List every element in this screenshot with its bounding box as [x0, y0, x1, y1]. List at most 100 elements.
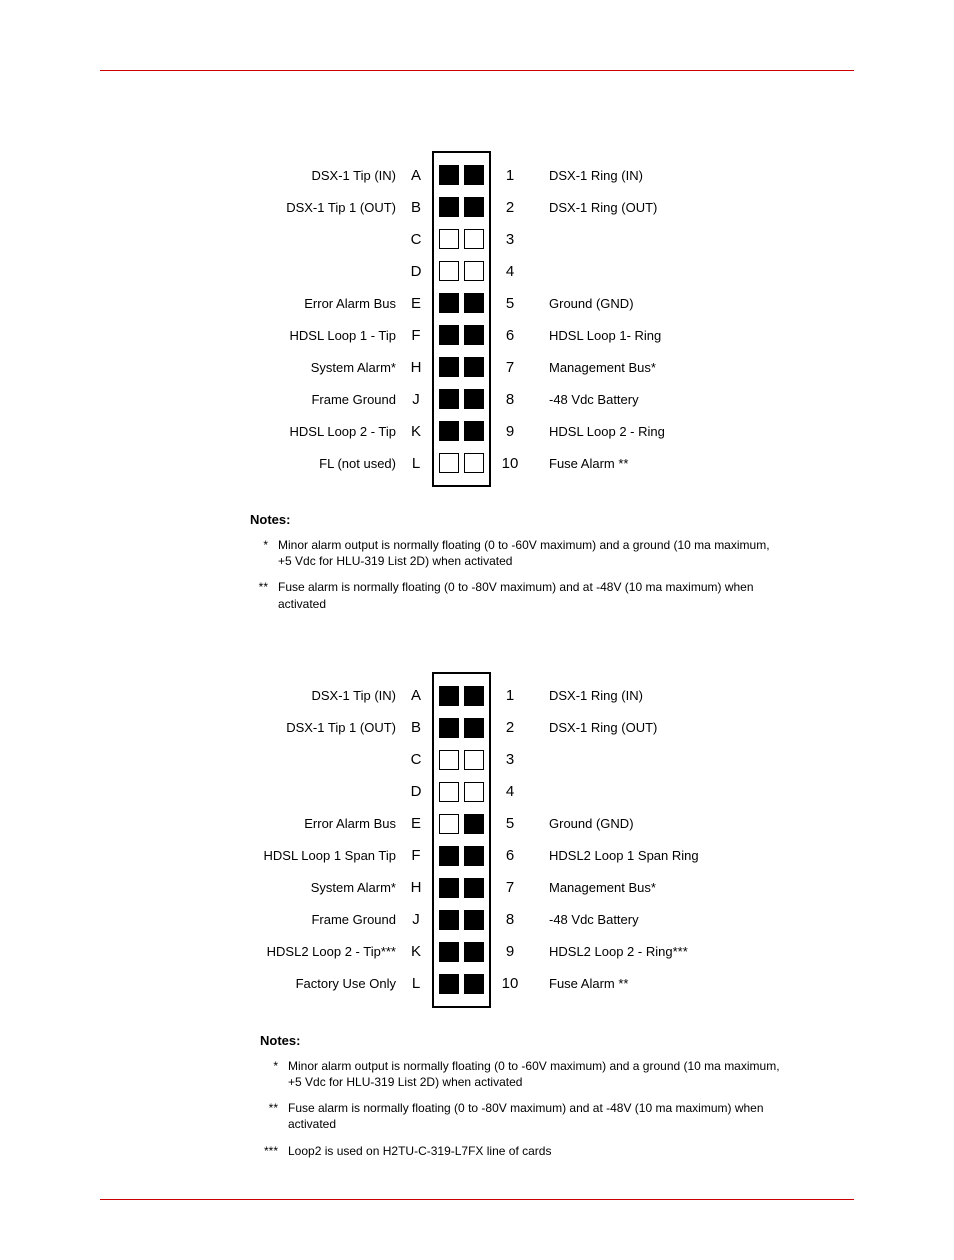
pin-right: [464, 165, 484, 185]
pin-number: 3: [506, 223, 514, 255]
pin-letter: J: [412, 383, 420, 415]
pin-letter: C: [411, 744, 422, 776]
pin-right: [464, 782, 484, 802]
pin-number: 4: [506, 255, 514, 287]
pin-left-label: System Alarm*: [311, 351, 396, 383]
notes-section-1: Notes: *Minor alarm output is normally f…: [250, 512, 770, 612]
pin-right: [464, 814, 484, 834]
left-letters-col: ABCDEFHJKL: [410, 672, 432, 1000]
pin-letter: F: [411, 319, 420, 351]
pin-left-label: Error Alarm Bus: [304, 287, 396, 319]
pin-left-label: Frame Ground: [311, 904, 396, 936]
pin-number: 9: [506, 936, 514, 968]
page: DSX-1 Tip (IN)DSX-1 Tip 1 (OUT)Error Ala…: [0, 0, 954, 1260]
note-text: Loop2 is used on H2TU-C-319-L7FX line of…: [288, 1143, 780, 1159]
note-text: Minor alarm output is normally floating …: [288, 1058, 780, 1090]
pin-number: 3: [506, 744, 514, 776]
note-marker: *: [250, 537, 278, 569]
pin-row: [439, 447, 484, 479]
pin-left-label: Frame Ground: [311, 383, 396, 415]
pin-letter: L: [412, 968, 420, 1000]
pin-left: [439, 421, 459, 441]
pin-left: [439, 453, 459, 473]
pin-number: 7: [506, 351, 514, 383]
connector-body: [432, 151, 491, 487]
pin-right-label: Ground (GND): [549, 287, 634, 319]
pin-left: [439, 942, 459, 962]
pin-number: 10: [502, 968, 519, 1000]
right-labels-col: DSX-1 Ring (IN)DSX-1 Ring (OUT)Ground (G…: [519, 151, 719, 479]
pin-right-label: Management Bus*: [549, 351, 656, 383]
pin-letter: D: [411, 776, 422, 808]
pin-left: [439, 197, 459, 217]
pin-right-label: HDSL Loop 2 - Ring: [549, 415, 665, 447]
pin-right: [464, 325, 484, 345]
pin-letter: J: [412, 904, 420, 936]
pin-right: [464, 910, 484, 930]
pin-number: 8: [506, 904, 514, 936]
note-item: *Minor alarm output is normally floating…: [250, 537, 770, 569]
pin-number: 2: [506, 712, 514, 744]
pin-left: [439, 325, 459, 345]
note-item: **Fuse alarm is normally floating (0 to …: [250, 579, 770, 611]
pin-left-label: DSX-1 Tip 1 (OUT): [286, 191, 396, 223]
pin-right: [464, 453, 484, 473]
note-text: Minor alarm output is normally floating …: [278, 537, 770, 569]
pin-left: [439, 782, 459, 802]
pin-number: 1: [506, 159, 514, 191]
pin-letter: B: [411, 712, 421, 744]
pin-number: 9: [506, 415, 514, 447]
pin-number: 10: [502, 447, 519, 479]
pin-letter: H: [411, 351, 422, 383]
bottom-rule: [100, 1199, 854, 1200]
pin-left: [439, 389, 459, 409]
pin-right: [464, 293, 484, 313]
pinout-diagram-1: DSX-1 Tip (IN)DSX-1 Tip 1 (OUT)Error Ala…: [100, 151, 854, 487]
pin-row: [439, 936, 484, 968]
note-text: Fuse alarm is normally floating (0 to -8…: [288, 1100, 780, 1132]
pin-letter: K: [411, 936, 421, 968]
notes-list: *Minor alarm output is normally floating…: [260, 1058, 780, 1159]
pin-left-label: Factory Use Only: [296, 968, 396, 1000]
pin-row: [439, 383, 484, 415]
pin-right: [464, 421, 484, 441]
pin-number: 5: [506, 808, 514, 840]
pin-left: [439, 686, 459, 706]
pin-left-label: HDSL Loop 1 - Tip: [290, 319, 396, 351]
pin-left-label: Error Alarm Bus: [304, 808, 396, 840]
pin-row: [439, 744, 484, 776]
pin-row: [439, 159, 484, 191]
pin-row: [439, 287, 484, 319]
pin-right: [464, 389, 484, 409]
pin-row: [439, 840, 484, 872]
right-numbers-col: 12345678910: [491, 151, 519, 479]
pin-right-label: DSX-1 Ring (OUT): [549, 191, 657, 223]
pin-right-label: -48 Vdc Battery: [549, 904, 639, 936]
pin-right: [464, 750, 484, 770]
pin-left: [439, 974, 459, 994]
pin-left: [439, 293, 459, 313]
pin-right-label: HDSL Loop 1- Ring: [549, 319, 661, 351]
pin-right: [464, 229, 484, 249]
pin-number: 4: [506, 776, 514, 808]
pin-row: [439, 872, 484, 904]
pin-letter: D: [411, 255, 422, 287]
pin-row: [439, 712, 484, 744]
pin-left-label: HDSL2 Loop 2 - Tip***: [267, 936, 396, 968]
pin-letter: B: [411, 191, 421, 223]
notes-heading: Notes:: [250, 512, 770, 527]
pin-left: [439, 261, 459, 281]
pin-number: 2: [506, 191, 514, 223]
pin-right: [464, 261, 484, 281]
right-numbers-col: 12345678910: [491, 672, 519, 1000]
pin-left: [439, 750, 459, 770]
pin-right-label: Fuse Alarm **: [549, 968, 628, 1000]
pin-right-label: Fuse Alarm **: [549, 447, 628, 479]
pin-row: [439, 776, 484, 808]
pin-left-label: DSX-1 Tip 1 (OUT): [286, 712, 396, 744]
pin-letter: C: [411, 223, 422, 255]
pin-right: [464, 974, 484, 994]
notes-list: *Minor alarm output is normally floating…: [250, 537, 770, 612]
pin-row: [439, 968, 484, 1000]
note-item: *Minor alarm output is normally floating…: [260, 1058, 780, 1090]
